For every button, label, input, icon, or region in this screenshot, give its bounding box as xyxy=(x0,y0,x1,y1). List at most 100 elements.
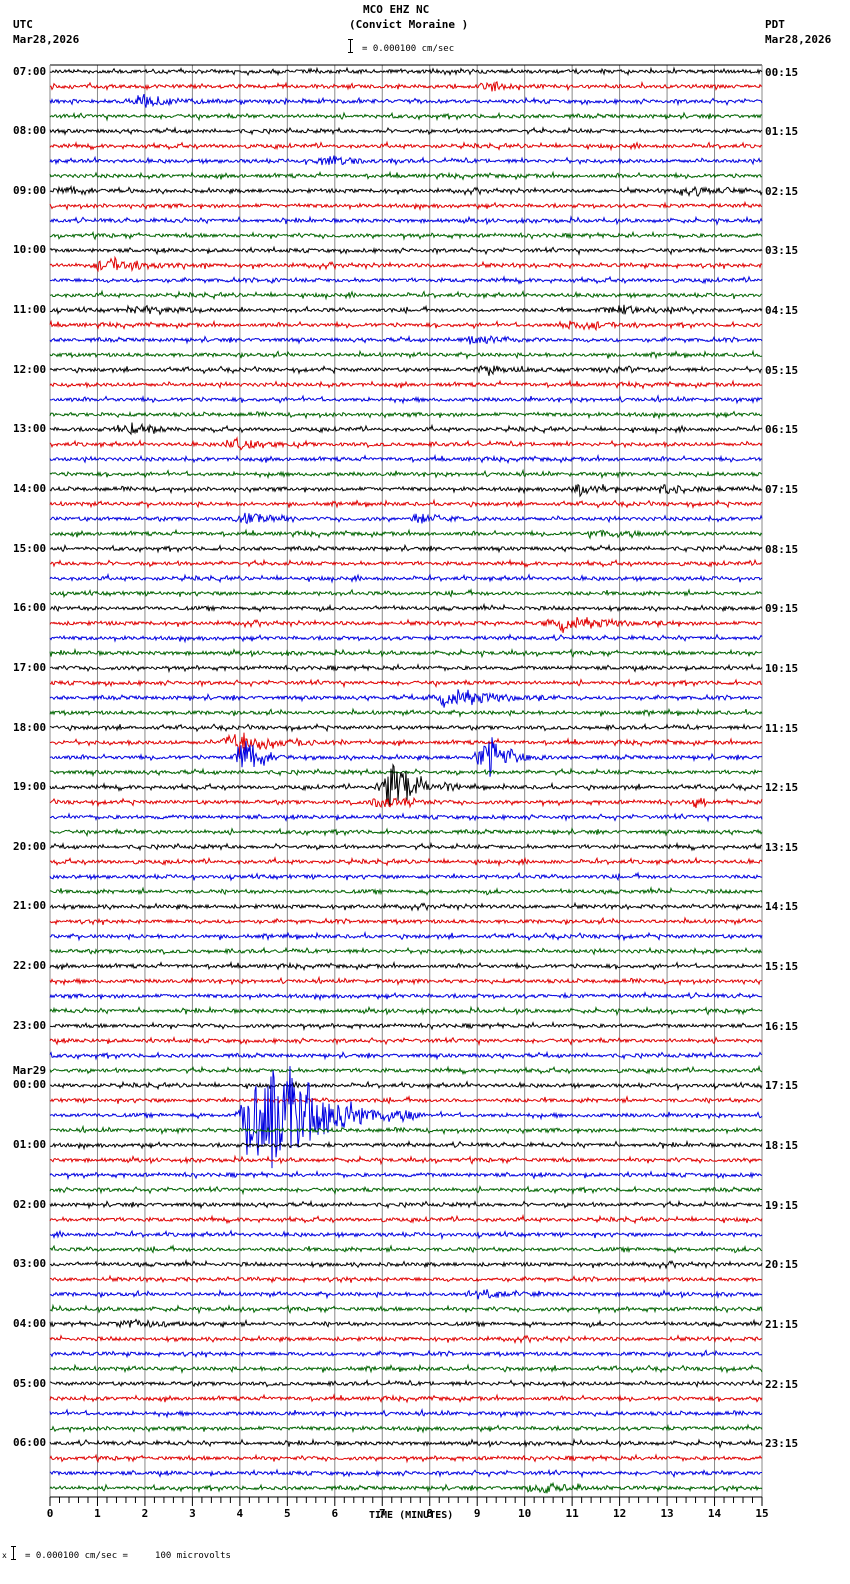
seismic-trace xyxy=(49,319,763,332)
x-tick-label: 7 xyxy=(379,1507,386,1520)
seismic-trace xyxy=(49,990,763,1002)
seismic-trace xyxy=(49,812,763,823)
seismic-trace xyxy=(49,856,763,868)
seismic-trace xyxy=(49,707,763,718)
seismic-trace xyxy=(49,468,763,480)
utc-hour-label: 12:00 xyxy=(13,362,47,376)
seismic-trace xyxy=(49,1408,763,1419)
pdt-hour-label: 14:15 xyxy=(765,900,799,914)
seismic-trace xyxy=(49,1379,763,1389)
footer-scale-bar-icon xyxy=(11,1546,18,1560)
seismic-trace xyxy=(49,602,763,613)
scale-text: = 0.000100 cm/sec xyxy=(362,44,455,54)
utc-hour-label: 02:00 xyxy=(13,1197,47,1211)
seismic-trace xyxy=(49,1185,762,1196)
seismic-trace xyxy=(49,1080,763,1092)
seismic-trace xyxy=(49,1094,763,1105)
seismic-trace xyxy=(49,960,763,972)
footer-scale-prefix: x xyxy=(2,1551,7,1560)
pdt-hour-label: 20:15 xyxy=(765,1258,799,1272)
pdt-hour-label: 13:15 xyxy=(765,840,799,854)
seismic-trace xyxy=(49,827,763,838)
pdt-hour-label: 07:15 xyxy=(765,482,799,496)
seismic-trace xyxy=(49,1170,763,1181)
seismic-trace xyxy=(49,334,763,345)
seismic-trace xyxy=(49,275,763,285)
seismic-trace xyxy=(49,930,763,942)
scale-bar-icon xyxy=(348,39,355,53)
utc-hour-label: 04:00 xyxy=(13,1316,47,1330)
utc-hour-label: 06:00 xyxy=(13,1436,47,1450)
seismic-trace xyxy=(49,1274,763,1284)
utc-hour-label: 08:00 xyxy=(13,124,47,138)
seismic-trace xyxy=(50,1020,763,1032)
seismic-trace xyxy=(49,678,763,689)
seismic-trace xyxy=(49,1199,763,1210)
utc-hour-label: 21:00 xyxy=(13,899,47,913)
pdt-hour-label: 00:15 xyxy=(765,65,799,79)
seismic-trace xyxy=(49,80,763,92)
seismic-trace xyxy=(49,633,763,644)
utc-hour-label: 16:00 xyxy=(13,601,47,615)
x-tick-label: 0 xyxy=(47,1507,54,1520)
seismic-trace xyxy=(49,155,763,166)
left-timezone: UTC xyxy=(13,18,33,31)
footer-scale-text: = 0.000100 cm/sec = 100 microvolts xyxy=(25,1551,231,1561)
utc-hour-label: 17:00 xyxy=(13,660,47,674)
seismic-trace xyxy=(49,184,763,198)
seismic-trace xyxy=(49,617,762,634)
seismic-trace xyxy=(49,436,763,451)
station-title: MCO EHZ NC xyxy=(363,3,430,16)
seismic-trace xyxy=(49,170,763,181)
seismic-trace xyxy=(49,230,763,241)
seismic-trace xyxy=(49,304,763,316)
right-timezone: PDT xyxy=(765,18,785,31)
seismic-trace xyxy=(49,689,763,708)
pdt-hour-label: 09:15 xyxy=(765,602,799,616)
seismic-trace xyxy=(49,111,763,122)
x-tick-label: 3 xyxy=(189,1507,196,1520)
seismic-trace xyxy=(49,289,763,301)
seismic-trace xyxy=(49,498,763,510)
station-location: (Convict Moraine ) xyxy=(349,18,469,31)
pdt-hour-label: 18:15 xyxy=(765,1139,799,1153)
x-tick-label: 5 xyxy=(284,1507,291,1520)
x-tick-label: 8 xyxy=(426,1507,433,1520)
utc-hour-label: 14:00 xyxy=(13,481,47,495)
seismic-trace xyxy=(49,1050,763,1061)
pdt-hour-label: 12:15 xyxy=(765,781,799,795)
utc-hour-label: 19:00 xyxy=(13,780,47,794)
utc-hour-label: 10:00 xyxy=(13,243,47,257)
seismic-trace xyxy=(49,1468,762,1479)
pdt-hour-label: 23:15 xyxy=(765,1437,799,1451)
pdt-hour-label: 05:15 xyxy=(765,363,799,377)
seismic-trace xyxy=(49,140,763,152)
pdt-hour-label: 01:15 xyxy=(765,125,799,139)
pdt-hour-label: 16:15 xyxy=(765,1019,799,1033)
utc-hour-label: 18:00 xyxy=(13,720,47,734)
seismic-trace xyxy=(49,572,763,584)
seismic-trace xyxy=(49,763,763,806)
utc-hour-label: 05:00 xyxy=(13,1376,47,1390)
seismic-trace xyxy=(49,543,763,554)
pdt-hour-label: 15:15 xyxy=(765,960,799,974)
pdt-hour-label: 11:15 xyxy=(765,721,799,735)
date-change-label: Mar29 xyxy=(13,1064,47,1078)
seismic-trace xyxy=(49,1005,763,1017)
seismic-trace xyxy=(49,422,763,436)
seismic-trace xyxy=(49,722,763,733)
x-tick-label: 6 xyxy=(331,1507,338,1520)
utc-hour-label: 01:00 xyxy=(13,1138,47,1152)
seismic-trace xyxy=(49,1124,763,1136)
seismic-trace xyxy=(49,1334,763,1345)
seismic-trace xyxy=(49,1423,763,1434)
seismic-trace xyxy=(50,558,763,569)
pdt-hour-label: 10:15 xyxy=(765,661,799,675)
seismic-trace xyxy=(49,1289,763,1300)
utc-hour-label: 15:00 xyxy=(13,541,47,555)
x-tick-label: 1 xyxy=(94,1507,101,1520)
x-tick-label: 4 xyxy=(237,1507,244,1520)
x-tick-label: 11 xyxy=(566,1507,580,1520)
seismic-trace xyxy=(50,886,763,896)
